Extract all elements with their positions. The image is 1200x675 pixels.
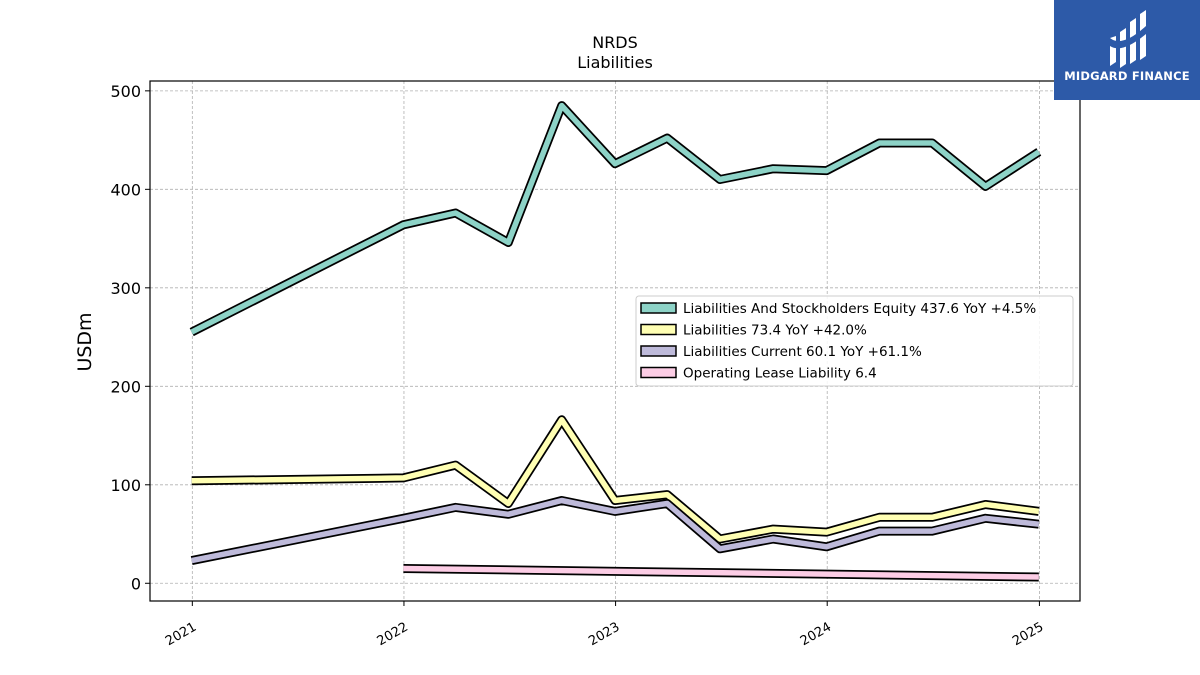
series-line [191, 417, 1040, 542]
plot-frame [149, 80, 1081, 602]
chart-title: NRDS [592, 33, 638, 52]
y-tick-label: 500 [110, 82, 141, 101]
midgard-finance-logo: MIDGARD FINANCE [1054, 0, 1200, 100]
legend-swatch [640, 345, 677, 357]
x-tick-label: 2021 [163, 620, 199, 650]
x-tick-label: 2023 [586, 620, 622, 650]
series-lines [189, 101, 1042, 582]
series-line [403, 565, 1039, 580]
x-tick-label: 2025 [1010, 620, 1046, 650]
legend-swatch [640, 302, 677, 314]
y-tick-label: 300 [110, 279, 141, 298]
y-axis-label: USDm [74, 312, 96, 371]
legend-swatch [640, 323, 677, 336]
y-tick-label: 0 [131, 574, 141, 593]
y-tick-label: 100 [110, 476, 141, 495]
legend-entry: Operating Lease Liability 6.4 [683, 366, 877, 382]
legend-entry: Liabilities 73.4 YoY +42.0% [683, 323, 867, 339]
legend: Liabilities And Stockholders Equity 437.… [635, 295, 1074, 387]
x-tick-label: 2024 [798, 620, 834, 650]
y-tick-label: 400 [110, 180, 141, 199]
legend-swatch [640, 366, 677, 379]
legend-entry: Liabilities Current 60.1 YoY +61.1% [683, 344, 922, 360]
logo-text: MIDGARD FINANCE [1064, 69, 1190, 83]
legend-entry: Liabilities And Stockholders Equity 437.… [683, 301, 1036, 317]
x-tick-label: 2022 [375, 620, 411, 650]
series-line [190, 102, 1041, 335]
logo-mark-icon [1110, 10, 1146, 68]
series-line [191, 497, 1040, 564]
chart-subtitle: Liabilities [577, 53, 653, 72]
legend-box [635, 295, 1074, 387]
y-tick-label: 200 [110, 377, 141, 396]
